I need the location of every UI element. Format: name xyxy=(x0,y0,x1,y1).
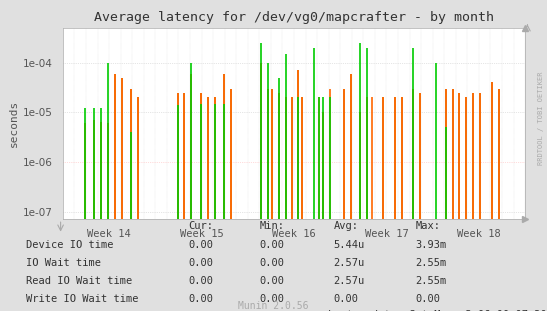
Text: Device IO time: Device IO time xyxy=(26,240,114,250)
Text: 2.55m: 2.55m xyxy=(416,258,447,268)
Y-axis label: seconds: seconds xyxy=(9,100,19,147)
Text: Read IO Wait time: Read IO Wait time xyxy=(26,276,132,286)
Text: Write IO Wait time: Write IO Wait time xyxy=(26,294,139,304)
Text: 0.00: 0.00 xyxy=(334,294,359,304)
Title: Average latency for /dev/vg0/mapcrafter - by month: Average latency for /dev/vg0/mapcrafter … xyxy=(94,11,494,24)
Text: Cur:: Cur: xyxy=(189,220,214,230)
Text: Min:: Min: xyxy=(260,220,285,230)
Text: 5.44u: 5.44u xyxy=(334,240,365,250)
Text: RRDTOOL / TOBI OETIKER: RRDTOOL / TOBI OETIKER xyxy=(538,72,544,165)
Text: 0.00: 0.00 xyxy=(189,258,214,268)
Text: 2.57u: 2.57u xyxy=(334,276,365,286)
Text: 2.55m: 2.55m xyxy=(416,276,447,286)
Text: 0.00: 0.00 xyxy=(260,240,285,250)
Text: 0.00: 0.00 xyxy=(260,276,285,286)
Text: 0.00: 0.00 xyxy=(416,294,441,304)
Text: 0.00: 0.00 xyxy=(189,240,214,250)
Text: 3.93m: 3.93m xyxy=(416,240,447,250)
Text: 0.00: 0.00 xyxy=(189,276,214,286)
Text: Max:: Max: xyxy=(416,220,441,230)
Text: Munin 2.0.56: Munin 2.0.56 xyxy=(238,300,309,310)
Text: 0.00: 0.00 xyxy=(260,258,285,268)
Text: 2.57u: 2.57u xyxy=(334,258,365,268)
Text: Avg:: Avg: xyxy=(334,220,359,230)
Text: Last update: Sat May  3 06:00:07 2025: Last update: Sat May 3 06:00:07 2025 xyxy=(328,310,547,311)
Text: 0.00: 0.00 xyxy=(189,294,214,304)
Text: IO Wait time: IO Wait time xyxy=(26,258,101,268)
Text: 0.00: 0.00 xyxy=(260,294,285,304)
